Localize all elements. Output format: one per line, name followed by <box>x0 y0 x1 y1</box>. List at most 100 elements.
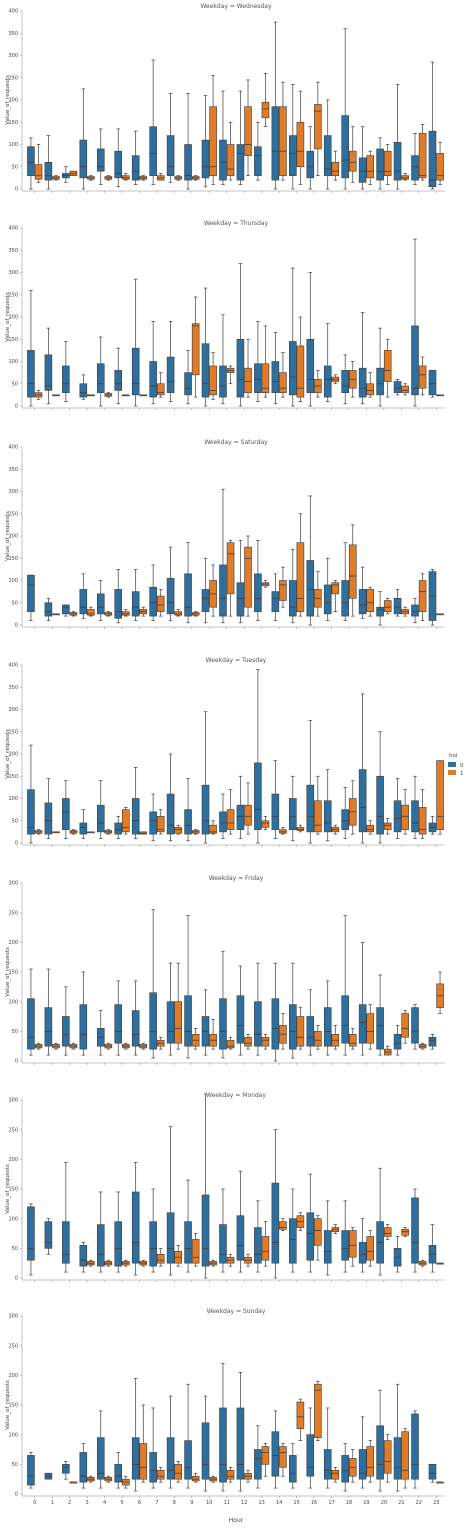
box-iqr <box>96 363 105 393</box>
box-iqr <box>156 1253 165 1264</box>
box-hour-17-hol-1 <box>331 150 340 181</box>
box-hour-18-hol-1 <box>348 524 357 617</box>
box-hour-8-hol-0 <box>166 1395 175 1489</box>
box-hour-4-hol-0 <box>96 580 105 621</box>
facet-panel: Weekday = Sunday050100150200250300Value_… <box>5 1308 445 1506</box>
box-iqr <box>261 1036 270 1047</box>
box-iqr <box>411 604 419 617</box>
facet-title: Weekday = Sunday <box>207 1308 266 1315</box>
box-iqr <box>219 1407 227 1483</box>
y-axis-label: Value_of_requests <box>5 292 11 342</box>
box-hour-5-hol-1 <box>122 1259 130 1267</box>
box-hour-0-hol-1 <box>34 144 43 183</box>
box-hour-23-hol-1 <box>436 1481 444 1484</box>
box-hour-13-hol-0 <box>254 1425 262 1489</box>
box-hour-16-hol-1 <box>314 81 322 176</box>
box-hour-0-hol-1 <box>34 829 43 835</box>
box-iqr <box>166 356 175 393</box>
box-iqr <box>87 609 95 616</box>
box-iqr <box>279 106 287 176</box>
box-hour-7-hol-1 <box>156 809 165 835</box>
box-iqr <box>314 1218 322 1246</box>
box-iqr <box>219 998 227 1050</box>
box-hour-17-hol-0 <box>323 1200 332 1276</box>
y-tick-label: 300 <box>8 270 18 276</box>
box-hour-14-hol-0 <box>271 1410 280 1489</box>
box-hour-14-hol-0 <box>271 573 280 621</box>
box-hour-23-hol-1 <box>436 141 444 185</box>
box-iqr <box>393 1034 402 1050</box>
y-tick-label: 50 <box>12 600 18 606</box>
box-hour-21-hol-0 <box>393 778 402 839</box>
y-tick-label: 100 <box>8 359 18 365</box>
box-iqr <box>261 101 270 119</box>
box-iqr <box>209 824 217 834</box>
box-hour-3-hol-0 <box>79 1242 88 1273</box>
box-hour-15-hol-1 <box>296 1212 305 1231</box>
box-hour-2-hol-0 <box>62 1161 70 1273</box>
box-iqr <box>131 798 140 835</box>
box-hour-16-hol-1 <box>314 1380 322 1441</box>
box-hour-15-hol-1 <box>296 1398 305 1441</box>
box-hour-3-hol-1 <box>87 175 95 181</box>
box-iqr <box>166 1212 175 1264</box>
box-iqr <box>244 106 252 156</box>
box-hour-12-hol-1 <box>244 782 252 835</box>
facet-panel: Weekday = Monday 0 50 100 150 200 250 300 Value_… <box>5 1092 445 1282</box>
box-hour-23-hol-0 <box>428 569 437 626</box>
box-hour-19-hol-1 <box>366 1440 375 1483</box>
box-hour-6-hol-0 <box>131 980 140 1056</box>
box-hour-3-hol-0 <box>79 971 88 1056</box>
box-iqr <box>166 1437 175 1480</box>
box-hour-18-hol-1 <box>348 780 357 835</box>
facet-panel: Weekday = Friday 0 50 100 150 200 250 300 Value_… <box>5 875 445 1065</box>
box-iqr <box>341 1455 349 1483</box>
box-hour-17-hol-1 <box>331 374 340 385</box>
box-hour-17-hol-1 <box>331 1224 340 1234</box>
box-hour-19-hol-0 <box>358 941 367 1056</box>
box-iqr <box>226 542 235 595</box>
box-hour-6-hol-1 <box>139 606 148 617</box>
box-hour-12-hol-0 <box>236 90 245 185</box>
y-tick-label: 200 <box>8 98 18 104</box>
box-hour-21-hol-1 <box>401 606 409 617</box>
box-hour-4-hol-1 <box>104 175 113 181</box>
box-hour-4-hol-0 <box>96 128 105 185</box>
box-iqr <box>236 582 245 617</box>
box-hour-15-hol-0 <box>289 1188 297 1273</box>
box-iqr <box>261 1236 270 1261</box>
box-iqr <box>376 775 384 835</box>
box-hour-12-hol-0 <box>236 263 245 407</box>
box-iqr <box>156 595 165 612</box>
box-hour-22-hol-0 <box>411 238 419 407</box>
box-iqr <box>184 1440 192 1480</box>
box-iqr <box>254 1227 262 1264</box>
box-iqr <box>366 824 375 833</box>
box-iqr <box>149 992 157 1050</box>
box-iqr <box>418 580 427 612</box>
box-hour-10-hol-1 <box>209 1019 217 1050</box>
y-tick-label: 200 <box>8 1373 18 1379</box>
box-iqr <box>401 385 409 393</box>
box-iqr <box>62 1221 70 1264</box>
box-hour-6-hol-0 <box>131 1161 140 1276</box>
box-iqr <box>62 365 70 393</box>
box-hour-0-hol-1 <box>34 1042 43 1050</box>
box-hour-13-hol-0 <box>254 962 262 1056</box>
facet-panels: Weekday = Wednesday050100150200250300350… <box>5 3 445 1506</box>
box-iqr <box>358 1242 367 1264</box>
box-iqr <box>114 150 123 179</box>
box-hour-7-hol-1 <box>156 1466 165 1483</box>
box-hour-20-hol-1 <box>383 818 392 835</box>
box-iqr <box>376 1007 384 1050</box>
box-iqr <box>401 1431 409 1480</box>
box-hour-3-hol-0 <box>79 1443 88 1489</box>
box-iqr <box>279 1221 287 1230</box>
box-hour-11-hol-0 <box>219 950 227 1059</box>
box-hour-19-hol-1 <box>366 1004 375 1050</box>
box-iqr <box>131 1191 140 1264</box>
box-iqr <box>236 995 245 1044</box>
box-hour-20-hol-1 <box>383 597 392 615</box>
box-iqr <box>261 1446 270 1465</box>
box-hour-2-hol-0 <box>62 780 70 839</box>
